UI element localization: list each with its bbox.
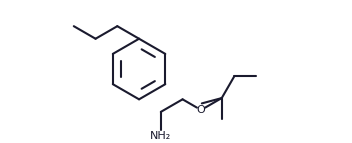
Text: O: O — [197, 105, 206, 115]
Text: NH₂: NH₂ — [150, 131, 171, 141]
